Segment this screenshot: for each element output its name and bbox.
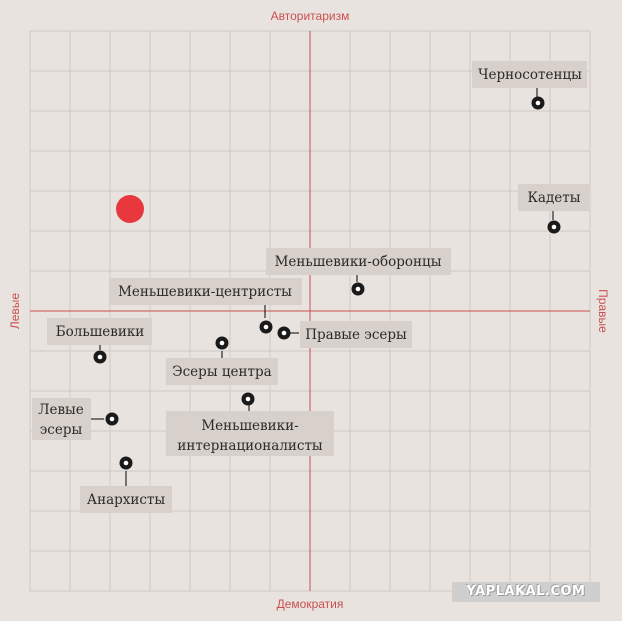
party-item: Большевики [47, 318, 152, 364]
party-label-box [32, 398, 91, 440]
party-item: Правые эсеры [277, 321, 412, 348]
party-label-box [166, 358, 278, 385]
axis-label-left: Левые [8, 292, 22, 330]
party-marker-center [535, 100, 541, 106]
party-item: Кадеты [518, 184, 589, 234]
party-label: эсеры [40, 422, 83, 438]
party-label-box [80, 486, 172, 513]
party-markers: Черносотенцы Кадеты Меньшевики-оборонцы Мен… [32, 61, 589, 513]
party-label-box [109, 278, 302, 305]
party-label: Эсеры центра [172, 364, 271, 380]
party-label: Меньшевики-центристы [118, 284, 292, 300]
party-marker-center [123, 460, 129, 466]
party-label: Анархисты [87, 492, 166, 508]
party-marker-center [281, 330, 287, 336]
party-marker-center [219, 340, 225, 346]
party-label-box [472, 61, 587, 88]
party-label-box [47, 318, 152, 345]
party-label: Черносотенцы [478, 67, 582, 83]
party-label: Меньшевики- [201, 418, 298, 434]
party-label: Кадеты [527, 190, 580, 206]
party-label: Правые эсеры [305, 327, 407, 343]
party-marker-center [109, 416, 115, 422]
watermark-logo: YAPLAKAL.COM [452, 582, 600, 602]
axis-label-democracy: Демократия [276, 597, 344, 611]
highlight-point-layer [116, 195, 144, 223]
party-item: Черносотенцы [472, 61, 587, 110]
party-marker-center [245, 396, 251, 402]
party-label-box [166, 411, 334, 456]
party-item: Анархисты [80, 456, 172, 513]
party-marker-center [263, 324, 269, 330]
party-label: интернационалисты [177, 438, 323, 454]
party-label: Большевики [56, 324, 145, 340]
highlight-point [116, 195, 144, 223]
axis-label-right: Правые [596, 289, 610, 333]
axis-label-authoritarian: Авторитаризм [270, 9, 350, 23]
party-label-box [300, 321, 412, 348]
party-item: Левые эсеры [32, 398, 119, 440]
party-marker-center [97, 354, 103, 360]
axes [30, 31, 590, 591]
party-marker-center [551, 224, 557, 230]
party-item: Меньшевики-оборонцы [266, 248, 451, 296]
party-label-box [266, 248, 451, 275]
party-item: Эсеры центра [166, 336, 278, 385]
party-label: Левые [38, 402, 84, 418]
party-item: Меньшевики-интернационалисты [166, 392, 334, 456]
party-label: Меньшевики-оборонцы [275, 254, 442, 270]
party-item: Меньшевики-центристы [109, 278, 302, 334]
party-marker-center [355, 286, 361, 292]
party-label-box [518, 184, 589, 211]
